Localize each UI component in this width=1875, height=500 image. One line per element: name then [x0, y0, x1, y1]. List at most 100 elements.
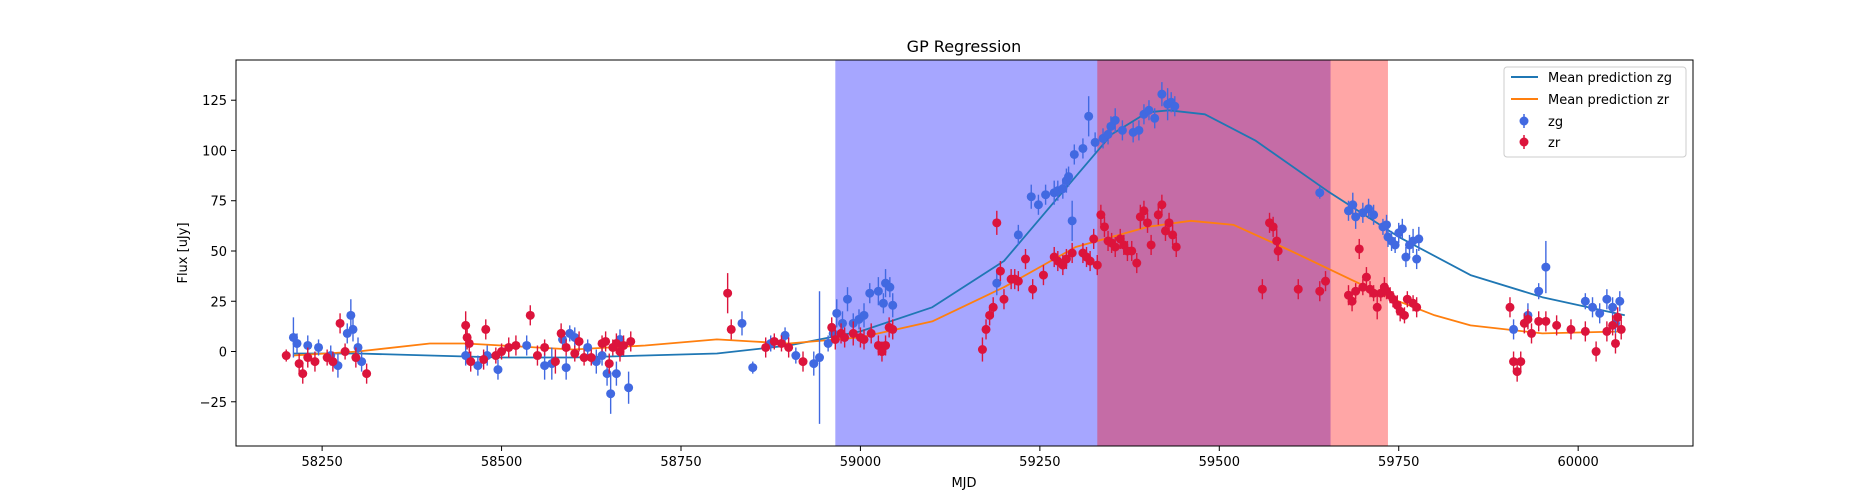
data-point-zr — [1541, 311, 1551, 332]
data-point-zg — [1595, 303, 1605, 324]
marker-zr — [784, 342, 794, 352]
marker-zg — [1084, 111, 1094, 121]
data-point-zg — [1110, 108, 1120, 133]
data-point-zr — [888, 319, 898, 340]
data-point-zg — [1615, 291, 1625, 312]
marker-zr — [1143, 218, 1153, 228]
data-point-zg — [1150, 108, 1160, 129]
marker-zr — [570, 349, 580, 359]
marker-zr — [1369, 288, 1379, 298]
data-point-zr — [532, 345, 542, 366]
data-point-zg — [1078, 138, 1088, 159]
marker-zg — [461, 351, 471, 361]
chart-title: GP Regression — [907, 37, 1022, 56]
data-point-zr — [881, 335, 891, 356]
data-point-zr — [540, 339, 550, 356]
marker-zr — [611, 338, 621, 348]
marker-zg — [611, 369, 621, 379]
data-point-zg — [1144, 100, 1154, 121]
data-point-zr — [1164, 212, 1174, 233]
data-point-zr — [626, 331, 636, 352]
data-point-zg — [815, 291, 825, 424]
marker-zr — [281, 351, 291, 361]
marker-zr — [1139, 206, 1149, 216]
data-point-zr — [579, 349, 589, 366]
data-point-zg — [493, 359, 503, 380]
data-point-zr — [328, 351, 338, 372]
data-point-zr — [1608, 315, 1618, 336]
marker-zr — [1168, 230, 1178, 240]
data-point-zr — [1566, 319, 1576, 340]
data-point-zg — [823, 335, 833, 352]
marker-zr — [619, 340, 629, 350]
y-tick-label: 0 — [219, 346, 227, 361]
marker-zg — [809, 359, 819, 369]
data-point-zr — [840, 327, 850, 348]
marker-zr — [992, 218, 1002, 228]
marker-zr — [1013, 276, 1023, 286]
marker-zr — [574, 336, 584, 346]
marker-zg — [1090, 137, 1100, 147]
marker-zr — [726, 324, 736, 334]
marker-zr — [881, 340, 891, 350]
marker-zr — [1566, 324, 1576, 334]
data-point-zg — [583, 339, 593, 356]
marker-zr — [1580, 326, 1590, 336]
marker-zg — [1541, 262, 1551, 272]
marker-zr — [1509, 357, 1519, 367]
y-axis-label: Flux [uJy] — [176, 222, 191, 283]
legend-swatch-zr-marker — [1519, 137, 1529, 147]
marker-zg — [1615, 296, 1625, 306]
data-point-zr — [281, 349, 291, 362]
marker-zr — [303, 353, 313, 363]
x-tick-label: 59250 — [1019, 455, 1060, 470]
data-point-zg — [888, 293, 898, 318]
data-point-zr — [556, 323, 566, 344]
marker-zr — [525, 310, 535, 320]
data-point-zr — [784, 337, 794, 358]
marker-zg — [780, 330, 790, 340]
marker-zr — [461, 320, 471, 330]
data-point-zr — [776, 335, 786, 352]
marker-zg — [1588, 302, 1598, 312]
marker-zr — [761, 342, 771, 352]
data-point-zg — [461, 345, 471, 366]
marker-zg — [1390, 240, 1400, 250]
data-point-zg — [1170, 96, 1180, 117]
marker-zr — [550, 357, 560, 367]
marker-zr — [1146, 240, 1156, 250]
data-point-zr — [525, 305, 535, 326]
data-point-zr — [859, 329, 869, 350]
data-point-zr — [1354, 238, 1364, 260]
shaded-span-2 — [1097, 60, 1388, 446]
marker-zr — [497, 347, 507, 357]
data-point-zr — [1399, 307, 1409, 324]
marker-zg — [878, 298, 888, 308]
data-point-zr — [504, 337, 514, 358]
marker-zg — [1117, 125, 1127, 135]
data-point-zr — [1273, 240, 1283, 262]
marker-zg — [837, 318, 847, 328]
data-point-zg — [1069, 144, 1079, 165]
data-point-zr — [1347, 291, 1357, 312]
marker-zr — [586, 353, 596, 363]
data-point-zr — [1509, 351, 1519, 372]
marker-zg — [292, 338, 302, 348]
data-point-zr — [1613, 307, 1623, 328]
marker-zr — [1272, 236, 1282, 246]
data-point-zr — [1516, 351, 1526, 372]
marker-zg — [1364, 204, 1374, 214]
data-point-zg — [1013, 224, 1023, 245]
data-point-zr — [1512, 361, 1522, 382]
marker-zr — [335, 318, 345, 328]
marker-zr — [1110, 242, 1120, 252]
data-point-zg — [1033, 194, 1043, 215]
data-point-zg — [624, 371, 634, 404]
data-point-zr — [1028, 279, 1038, 300]
data-point-zg — [1401, 246, 1411, 268]
data-point-zr — [550, 349, 560, 374]
marker-zr — [1354, 244, 1364, 254]
x-tick-label: 58250 — [301, 455, 342, 470]
data-point-zg — [1412, 248, 1422, 270]
